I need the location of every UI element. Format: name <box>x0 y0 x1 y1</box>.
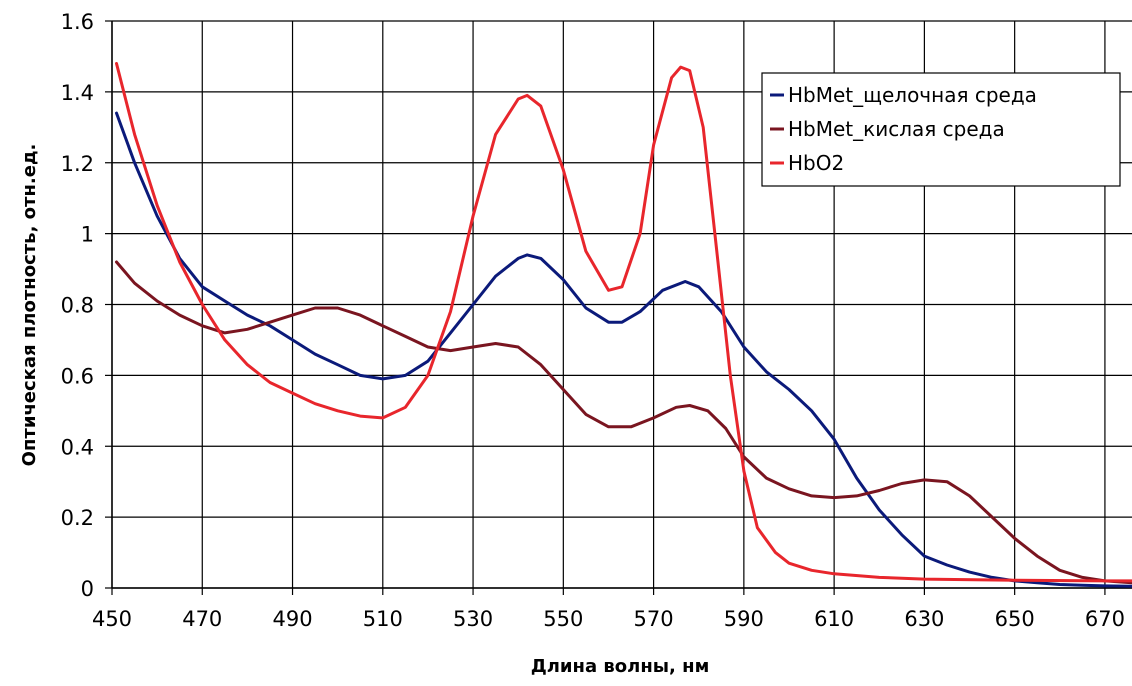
legend: HbMet_щелочная среда HbMet_кислая среда Hb… <box>762 73 1120 186</box>
x-tick-label: 450 <box>92 607 132 631</box>
x-tick-label: 490 <box>272 607 312 631</box>
x-tick-label: 510 <box>363 607 403 631</box>
legend-label: HbMet_кислая среда <box>788 117 1005 141</box>
x-tick-label: 570 <box>634 607 674 631</box>
y-tick-label: 0.4 <box>61 435 94 459</box>
x-tick-label: 650 <box>995 607 1035 631</box>
x-tick-label: 630 <box>904 607 944 631</box>
y-tick-label: 1.6 <box>61 10 94 34</box>
x-tick-label: 670 <box>1085 607 1125 631</box>
x-tick-label: 470 <box>182 607 222 631</box>
y-tick-label: 0.6 <box>61 364 94 388</box>
legend-label: HbMet_щелочная среда <box>788 83 1037 107</box>
x-axis-title: Длина волны, нм <box>531 656 710 677</box>
y-tick-label: 1 <box>81 223 94 247</box>
x-tick-label: 590 <box>724 607 764 631</box>
legend-label: HbO2 <box>788 151 844 175</box>
y-tick-label: 0 <box>81 577 94 601</box>
y-tick-label: 0.2 <box>61 506 94 530</box>
y-tick-label: 0.8 <box>61 294 94 318</box>
y-tick-label: 1.4 <box>61 81 94 105</box>
x-tick-label: 610 <box>814 607 854 631</box>
y-axis-title: Оптическая плотность, отн.ед. <box>19 144 40 467</box>
y-tick-label: 1.2 <box>61 152 94 176</box>
x-tick-label: 550 <box>543 607 583 631</box>
x-tick-label: 530 <box>453 607 493 631</box>
